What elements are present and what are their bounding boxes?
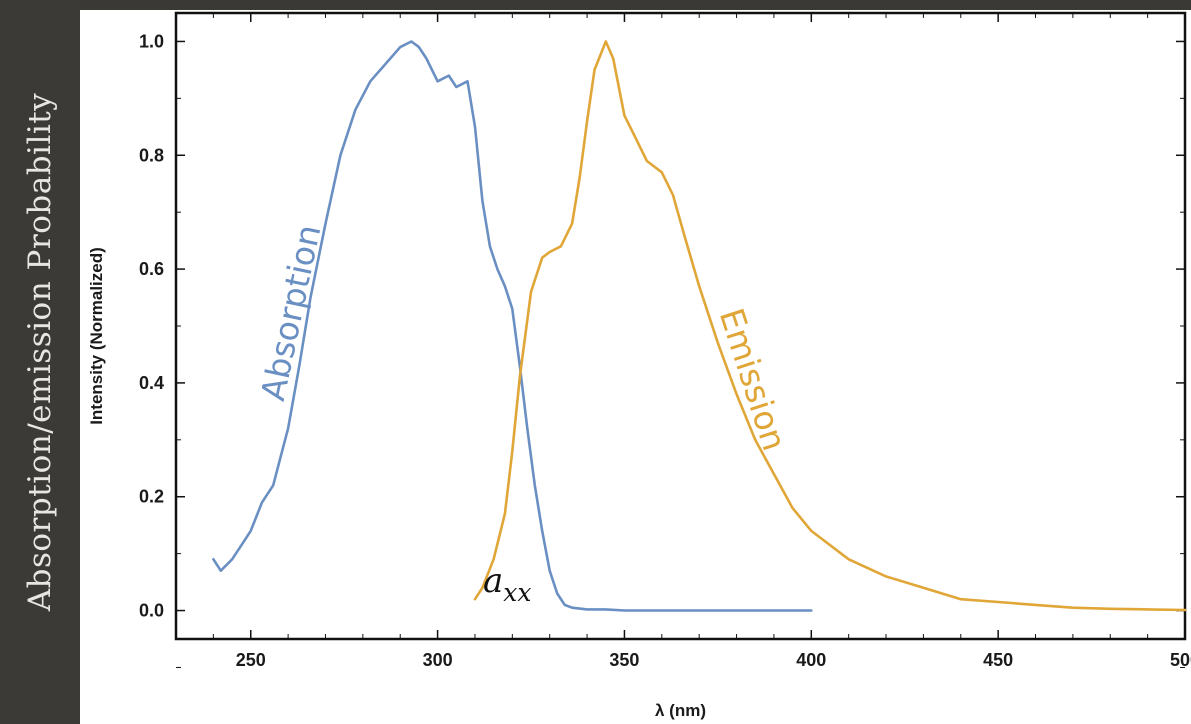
y-tick-label: 0.6 (139, 259, 164, 279)
y-axis-title: Intensity (Normalized) (87, 247, 106, 425)
y-tick-label: 0.0 (139, 601, 164, 621)
crossing-annotation-subscript: xx (503, 578, 531, 607)
y-tick-label: 0.2 (139, 487, 164, 507)
plot-frame (174, 11, 1187, 641)
x-tick-label: 300 (423, 650, 453, 670)
absorption-annotation: Absorption (253, 221, 328, 404)
side-axis-label: Absorption/emission Probability (22, 92, 58, 612)
x-tick-label: 500 (1170, 650, 1191, 670)
series-line-absorption (212, 40, 813, 612)
chart: 250 300 350 400 450 500 0.0 0.2 0.4 0.6 0.8 1.0 λ (n… (87, 11, 1191, 720)
y-tick-label: 1.0 (139, 31, 164, 51)
y-tick-label: 0.8 (139, 145, 164, 165)
chart-panel: 250 300 350 400 450 500 0.0 0.2 0.4 0.6 0.8 1.0 λ (n… (80, 10, 1191, 724)
y-tick-label: 0.4 (139, 373, 164, 393)
side-label-panel: Absorption/emission Probability (0, 0, 80, 724)
x-tick-label: 450 (983, 650, 1013, 670)
x-axis-title: λ (nm) (655, 701, 706, 720)
crossing-annotation: axx (483, 561, 531, 607)
x-tick-label: 250 (236, 650, 266, 670)
x-tick-label: 350 (609, 650, 639, 670)
emission-annotation: Emission (712, 304, 794, 456)
series-line-emission (473, 40, 1187, 612)
x-tick-label: 400 (796, 650, 826, 670)
